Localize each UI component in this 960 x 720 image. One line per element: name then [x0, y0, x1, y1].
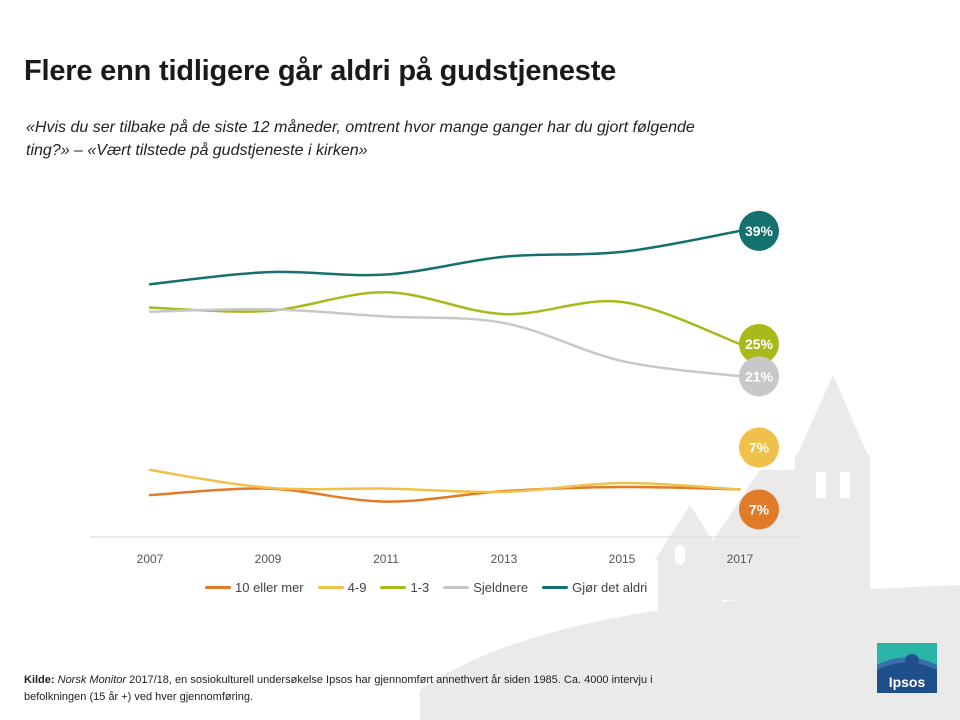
- legend-item-1-3: 1-3: [380, 580, 429, 595]
- x-tick-label-2007: 2007: [137, 552, 164, 566]
- logo-mark-icon: [877, 643, 937, 677]
- legend-item-10-eller-mer: 10 eller mer: [205, 580, 304, 595]
- source-publication: Norsk Monitor: [57, 674, 127, 686]
- legend-label: 1-3: [410, 580, 430, 595]
- legend-label: Gjør det aldri: [572, 580, 648, 595]
- page-title: Flere enn tidligere går aldri på gudstje…: [24, 55, 617, 87]
- end-label-sjeldnere: 21%: [745, 368, 774, 384]
- source-label: Kilde:: [24, 674, 55, 686]
- end-label-1-3: 25%: [745, 336, 774, 352]
- logo-text: Ipsos: [888, 674, 926, 690]
- series-line-4-9: [148, 468, 742, 494]
- end-label-gjør-det-aldri: 39%: [745, 223, 774, 239]
- x-tick-label-2017: 2017: [727, 552, 754, 566]
- legend-label: 4-9: [347, 580, 367, 595]
- legend-swatch: [205, 586, 231, 589]
- legend-item-sjeldnere: Sjeldnere: [443, 580, 528, 595]
- series-line-sjeldnere: [148, 307, 742, 378]
- end-badge-sjeldnere: [739, 356, 779, 397]
- series-line-1-3: [148, 291, 742, 346]
- x-tick-label-2015: 2015: [609, 552, 636, 566]
- end-badge-4-9: [739, 427, 779, 468]
- x-tick-label-2009: 2009: [255, 552, 282, 566]
- legend-swatch: [542, 586, 569, 589]
- end-badge-1-3: [739, 324, 779, 364]
- source-note: Kilde: Norsk Monitor 2017/18, en sosioku…: [24, 672, 704, 706]
- ipsos-logo: Ipsos: [877, 643, 937, 693]
- end-label-4-9: 7%: [749, 439, 770, 455]
- end-badge-gjør-det-aldri: [739, 210, 779, 251]
- series-line-gjør-det-aldri: [148, 229, 742, 286]
- legend-swatch: [317, 586, 344, 589]
- legend-item-4-9: 4-9: [317, 580, 367, 595]
- x-tick-label-2011: 2011: [373, 552, 399, 566]
- end-badge-10-eller-mer: [739, 489, 779, 530]
- series-line-10-eller-mer: [148, 485, 742, 503]
- legend-item-gjør-det-aldri: Gjør det aldri: [542, 580, 647, 595]
- source-text: 2017/18, en sosiokulturell undersøkelse …: [24, 674, 653, 703]
- page-subtitle: «Hvis du ser tilbake på de siste 12 måne…: [26, 119, 695, 159]
- legend-swatch: [380, 586, 407, 589]
- x-tick-label-2013: 2013: [491, 552, 518, 566]
- legend-swatch: [443, 586, 470, 589]
- legend-label: Sjeldnere: [473, 580, 529, 595]
- chart-legend: 10 eller mer 4-9 1-3 Sjeldnere Gjør det aldr…: [205, 580, 647, 595]
- end-label-10-eller-mer: 7%: [749, 501, 770, 517]
- legend-label: 10 eller mer: [235, 580, 304, 595]
